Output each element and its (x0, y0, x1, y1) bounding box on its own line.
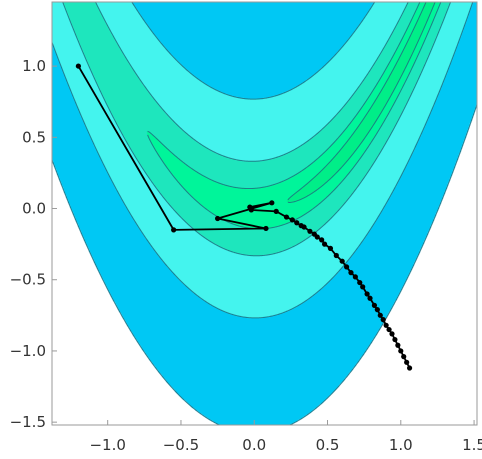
y-tick-label: 1.0 (22, 57, 46, 75)
path-point (301, 224, 307, 230)
path-point (371, 302, 378, 308)
path-point (343, 264, 350, 270)
path-point (374, 307, 380, 313)
y-tick-label: −1.5 (10, 413, 46, 431)
path-point (352, 274, 358, 280)
path-point (386, 326, 392, 333)
optimization-path (75, 63, 413, 371)
path-point (404, 359, 410, 365)
x-tick-label: 1.5 (462, 436, 482, 454)
y-tick-label: 0.0 (22, 200, 46, 218)
path-point (269, 200, 275, 206)
y-tick-label: −0.5 (10, 271, 46, 289)
path-point (339, 258, 345, 264)
y-tick-label: −1.0 (10, 342, 46, 360)
contour-line-1-lower (147, 2, 442, 230)
x-axis: −1.0 −0.5 0.0 0.5 1.0 1.5 (89, 420, 482, 454)
contour-line-1-upper (147, 2, 421, 190)
contour-line-0-upper (287, 2, 427, 201)
plot-frame (51, 1, 478, 426)
path-point (321, 241, 328, 247)
path-point (395, 342, 401, 348)
x-tick-label: −0.5 (163, 436, 199, 454)
y-tick-label: 0.5 (22, 128, 46, 146)
contour-line-0-lower (287, 2, 436, 203)
path-point (398, 348, 404, 354)
contour-line-4-lower (52, 104, 477, 425)
contour-line-3-lower (52, 2, 474, 319)
y-axis: −1.5 −1.0 −0.5 0.0 0.5 1.0 (10, 57, 57, 431)
path-point (294, 220, 300, 226)
path-point (263, 225, 269, 232)
x-tick-label: 0.0 (242, 436, 266, 454)
x-tick-label: −1.0 (89, 436, 125, 454)
path-point (406, 365, 413, 371)
path-point (319, 237, 325, 243)
path-point (273, 208, 279, 214)
path-point (215, 215, 221, 222)
path-point (307, 228, 313, 234)
path-point (377, 312, 383, 318)
path-point (357, 279, 363, 286)
path-point (367, 295, 373, 301)
path-point (360, 284, 366, 290)
path-point (348, 270, 354, 276)
path-point (289, 217, 295, 223)
path-point (383, 322, 389, 328)
path-point (401, 354, 407, 360)
contour-field (52, 2, 477, 425)
path-point (283, 214, 290, 220)
path-point (389, 331, 395, 337)
path-point (248, 207, 254, 213)
plot-area (52, 2, 477, 425)
contour-line-2-upper (94, 2, 409, 162)
path-point (333, 252, 339, 259)
path-point (392, 336, 398, 343)
path-point (314, 234, 320, 240)
path-point (380, 317, 386, 323)
contour-line-3-upper (131, 2, 376, 100)
x-tick-label: 0.5 (316, 436, 340, 454)
contour-lines (52, 2, 477, 425)
path-point (364, 291, 370, 297)
contour-line-2-lower (62, 2, 452, 257)
x-tick-label: 1.0 (389, 436, 413, 454)
path-point (75, 63, 81, 69)
path-point (327, 245, 334, 251)
path-point (171, 227, 177, 233)
